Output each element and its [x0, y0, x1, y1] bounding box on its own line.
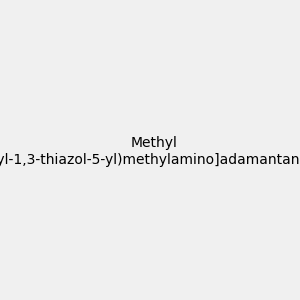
Text: Methyl 3-[(2,4-dimethyl-1,3-thiazol-5-yl)methylamino]adamantane-1-carboxylate: Methyl 3-[(2,4-dimethyl-1,3-thiazol-5-yl… — [0, 136, 300, 166]
